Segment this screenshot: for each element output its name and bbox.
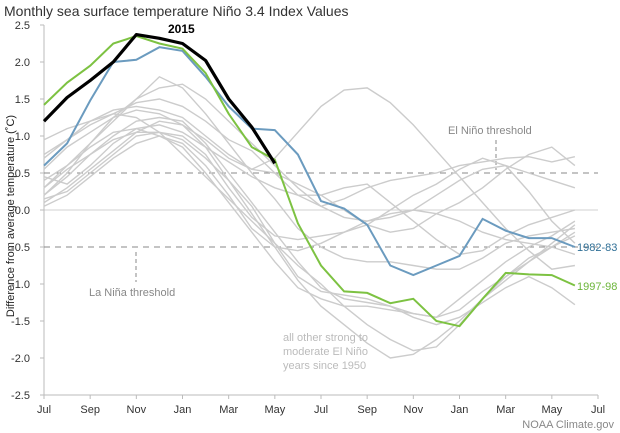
- others-note-line-1: all other strong to: [283, 332, 368, 344]
- series-line-other-6: [43, 98, 576, 208]
- y-tick-label: 0.5: [15, 168, 30, 180]
- series-line-other-13: [43, 131, 576, 326]
- x-tick-label: Jul: [37, 404, 51, 416]
- x-axis-ticks: Jul Sep Nov Jan Mar May Jul Sep Nov Jan Mar May Jul: [37, 395, 605, 416]
- other-years-lines: [43, 75, 576, 359]
- others-note-line-2: moderate El Niño: [283, 346, 368, 358]
- y-axis-label: Difference from average temperature (˚C): [5, 115, 17, 317]
- series-line-other-3: [43, 113, 576, 352]
- series-line-other-5: [43, 120, 576, 233]
- x-tick-label: May: [541, 404, 562, 416]
- series-line-other-10: [43, 87, 576, 270]
- y-tick-label: 2.0: [15, 57, 30, 69]
- series-line-1982-83: [43, 46, 576, 277]
- x-tick-label: May: [264, 404, 285, 416]
- x-tick-label: Jan: [451, 404, 469, 416]
- highlight-lines: [42, 32, 576, 328]
- series-line-other-9: [43, 135, 576, 256]
- series-label-1982-83: 1982-83: [577, 242, 617, 254]
- y-tick-label: 1.5: [15, 94, 30, 106]
- series-line-other-12: [43, 131, 576, 244]
- la-nina-threshold-label: La Niña threshold: [89, 287, 175, 299]
- series-line-other-8: [43, 127, 576, 319]
- x-tick-label: Mar: [496, 404, 515, 416]
- y-tick-label: -1.0: [11, 279, 30, 291]
- others-note-line-3: years since 1950: [283, 360, 366, 372]
- series-line-2015: [42, 32, 277, 165]
- series-line-other-7: [43, 83, 576, 222]
- series-line-other-2: [43, 109, 576, 359]
- x-tick-label: Nov: [404, 404, 424, 416]
- credit-text: NOAA Climate.gov: [522, 419, 614, 431]
- y-tick-label: -2.5: [11, 390, 30, 402]
- x-tick-label: Jul: [314, 404, 328, 416]
- series-label-1997-98: 1997-98: [577, 281, 617, 293]
- y-tick-label: 0.0: [15, 205, 30, 217]
- x-tick-label: Mar: [219, 404, 238, 416]
- series-line-other-11: [43, 124, 576, 256]
- series-label-2015: 2015: [168, 22, 195, 36]
- x-tick-label: Jan: [174, 404, 192, 416]
- x-tick-label: Sep: [80, 404, 100, 416]
- x-tick-label: Nov: [127, 404, 147, 416]
- y-tick-label: -1.5: [11, 316, 30, 328]
- y-axis-ticks: 2.5 2.0 1.5 1.0 0.5 0.0 -0.5 -1.0 -1.5 -2.0 -2.5: [11, 20, 44, 402]
- x-tick-label: Jul: [591, 404, 605, 416]
- threshold-lines: [44, 140, 598, 282]
- el-nino-threshold-label: El Niño threshold: [448, 125, 532, 137]
- x-tick-label: Sep: [357, 404, 377, 416]
- chart-title: Monthly sea surface temperature Niño 3.4…: [4, 3, 348, 19]
- y-tick-label: -2.0: [11, 353, 30, 365]
- y-tick-label: -0.5: [11, 242, 30, 254]
- y-tick-label: 1.0: [15, 131, 30, 143]
- y-tick-label: 2.5: [15, 20, 30, 32]
